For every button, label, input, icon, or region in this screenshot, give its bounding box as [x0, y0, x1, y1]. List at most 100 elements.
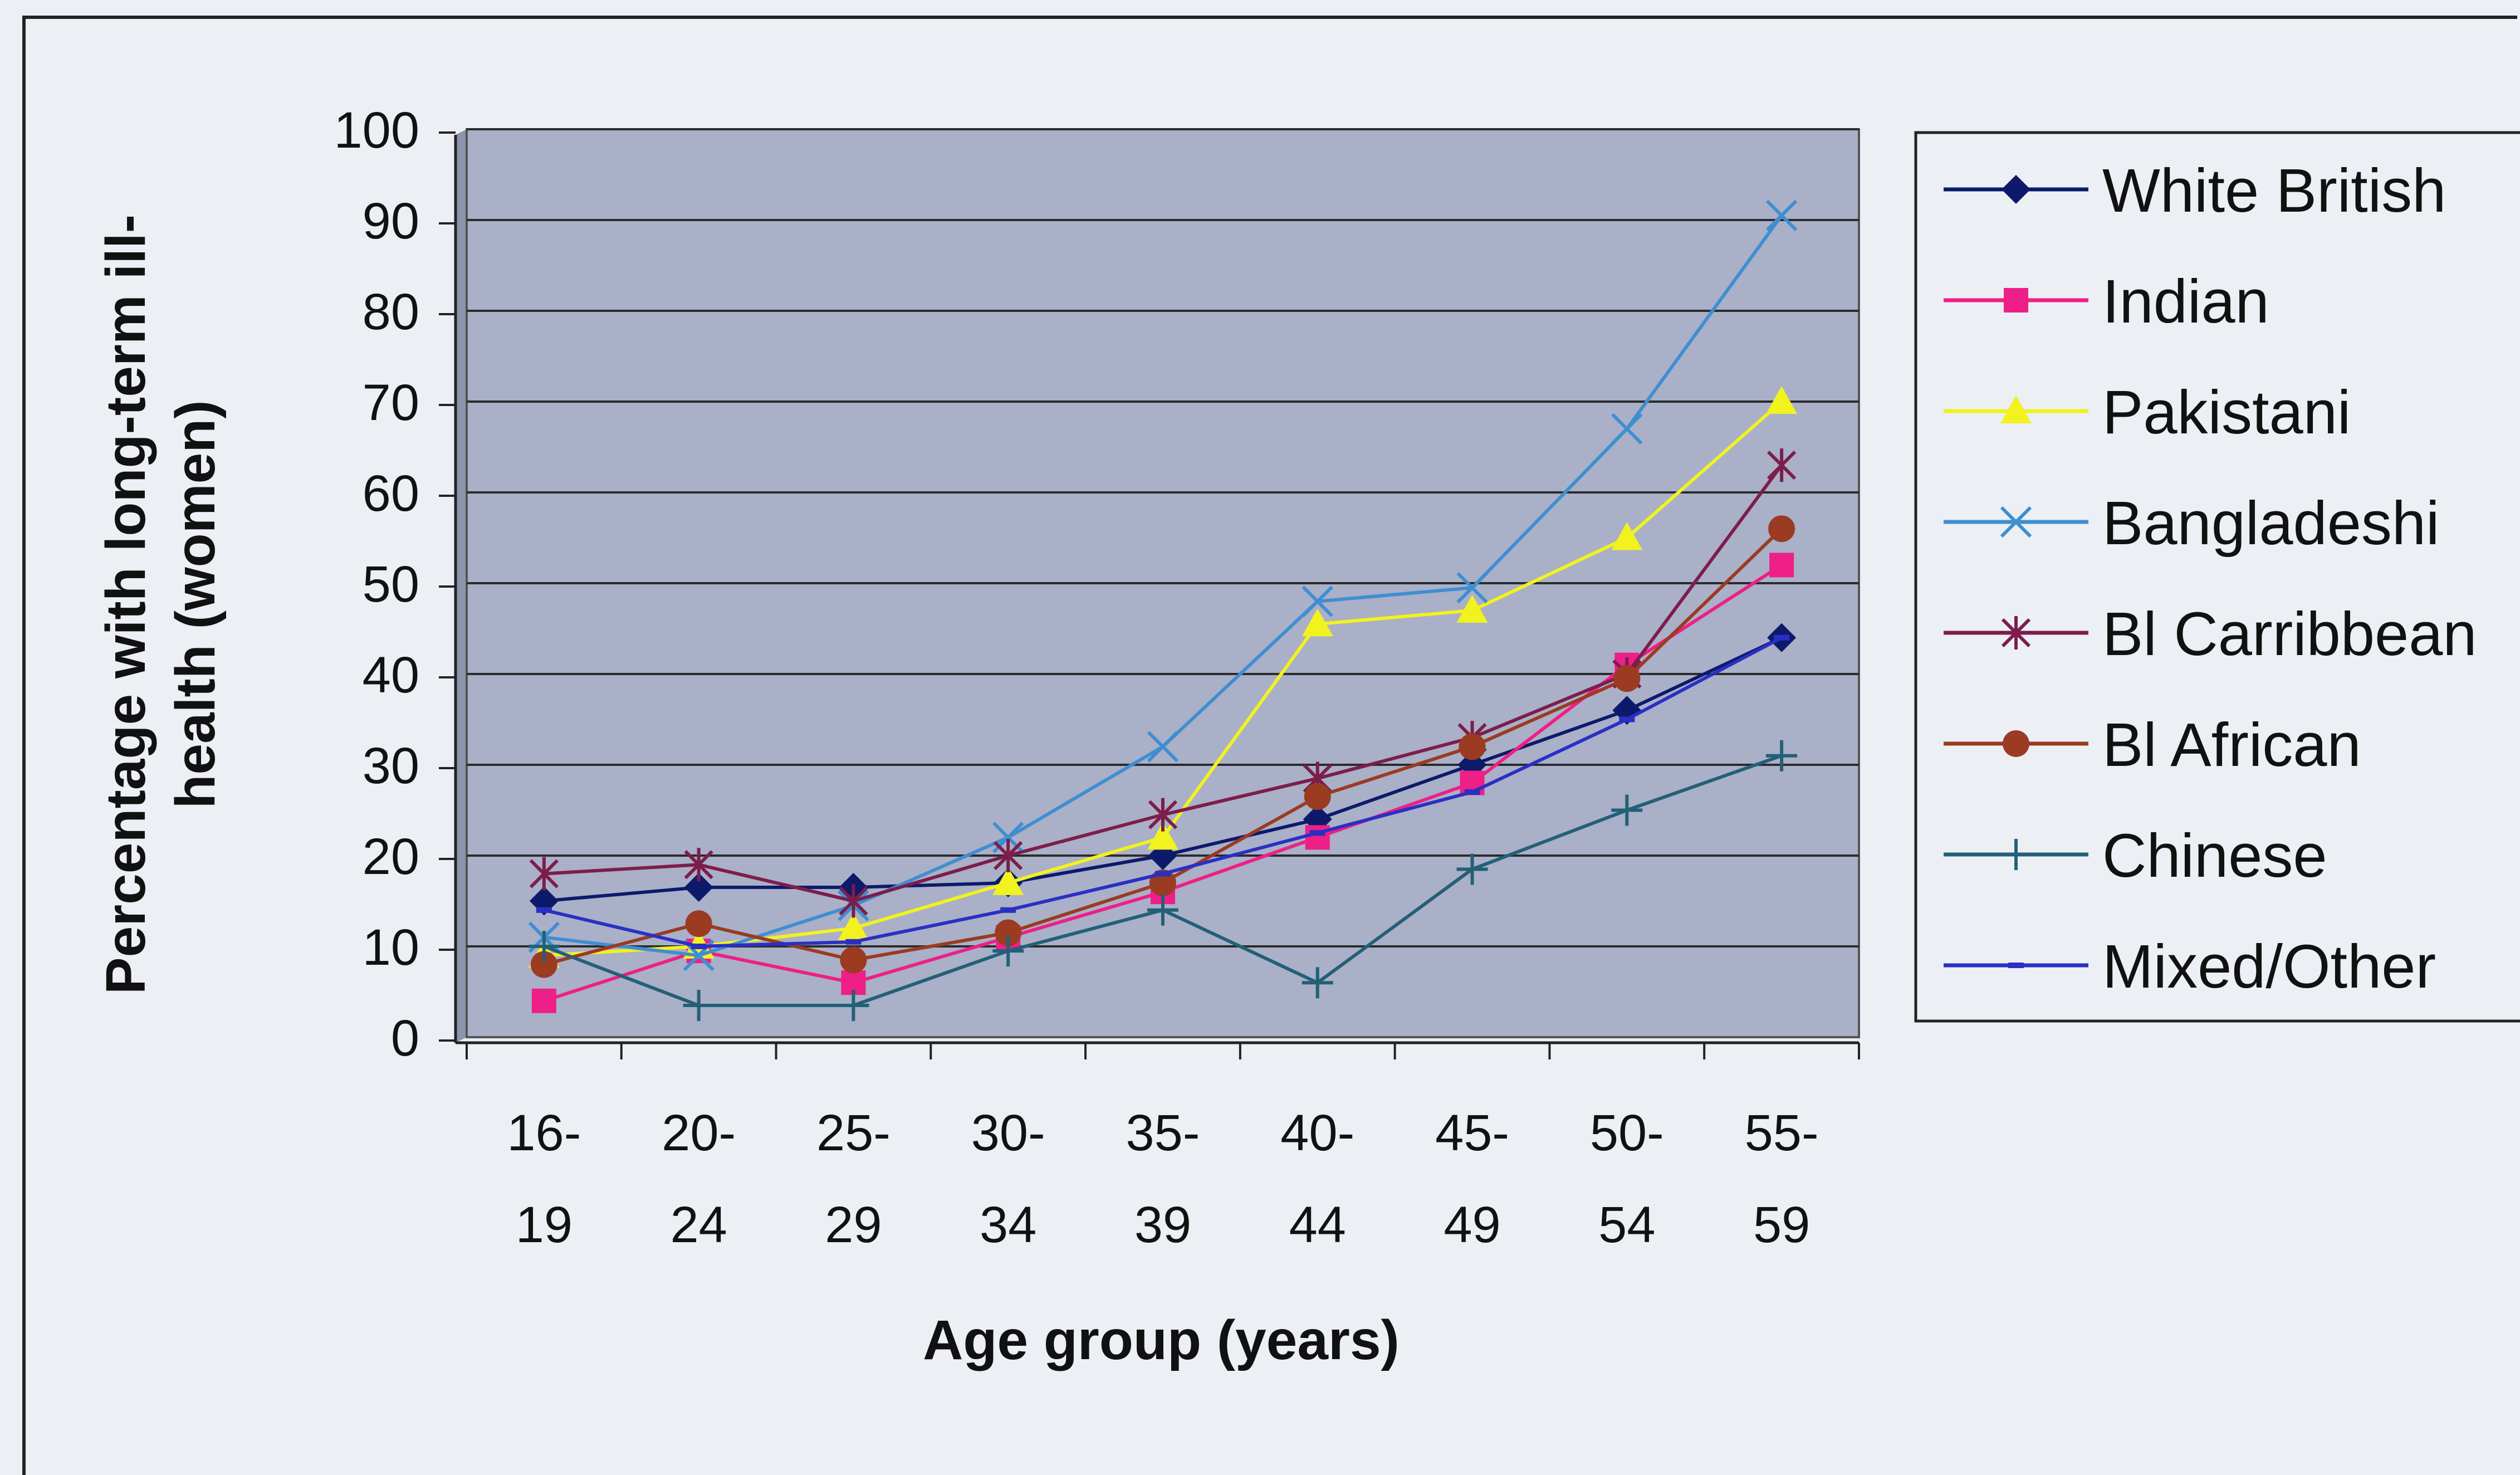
marker-stroke — [1611, 413, 1643, 445]
x-tick-label: 55- — [1745, 1105, 1819, 1161]
data-point — [1611, 413, 1643, 445]
legend-label: Bl African — [2102, 711, 2361, 779]
x-tick-label: 50- — [1590, 1105, 1664, 1161]
legend-marker — [2004, 288, 2028, 312]
legend-marker — [2000, 506, 2032, 538]
data-point — [684, 873, 713, 902]
data-point — [839, 884, 868, 918]
data-point — [1301, 608, 1333, 637]
legend-item-white-british: White British — [1944, 157, 2446, 225]
axes — [439, 131, 1860, 1059]
x-tick-label: 54 — [1598, 1196, 1655, 1253]
y-tick-label: 100 — [334, 102, 420, 159]
x-tick-label: 25- — [816, 1105, 890, 1161]
data-point — [529, 857, 559, 891]
marker-stroke — [1147, 731, 1179, 763]
y-tick-label: 60 — [363, 465, 419, 522]
marker-stroke — [1456, 572, 1488, 604]
y-tick-label: 70 — [363, 374, 419, 431]
y-tick-label: 20 — [363, 828, 419, 885]
data-point — [992, 935, 1024, 967]
legend-label: Indian — [2102, 267, 2269, 336]
data-point — [838, 912, 869, 941]
x-axis-title: Age group (years) — [923, 1309, 1400, 1371]
legend-marker — [2000, 395, 2032, 423]
data-point — [1147, 822, 1178, 850]
x-tick-label: 16- — [507, 1105, 581, 1161]
legend-marker — [2003, 730, 2029, 757]
legend-label: Chinese — [2102, 822, 2327, 890]
y-axis-title-group: Percentage with long-term ill- health (w… — [95, 214, 227, 994]
data-point — [1464, 789, 1480, 795]
x-tick-label: 49 — [1444, 1196, 1500, 1253]
data-point — [1766, 386, 1798, 414]
data-point — [838, 989, 869, 1021]
marker-stroke — [2000, 506, 2032, 538]
data-point — [1305, 825, 1330, 850]
data-point — [691, 944, 707, 949]
data-point — [531, 988, 556, 1013]
data-point — [1301, 585, 1333, 617]
data-point — [1304, 783, 1331, 810]
legend-box — [1914, 131, 2520, 1023]
data-point — [994, 839, 1023, 872]
x-tick-label: 30- — [971, 1105, 1045, 1161]
data-point — [1147, 894, 1178, 926]
data-point — [992, 867, 1024, 895]
data-point — [845, 939, 862, 945]
data-point — [1768, 515, 1795, 543]
x-tick-label: 39 — [1134, 1196, 1191, 1253]
legend-label: White British — [2102, 157, 2446, 225]
chart-frame — [22, 16, 2517, 1475]
x-tick-label: 59 — [1753, 1196, 1810, 1253]
legend-marker — [2008, 963, 2024, 968]
data-point — [995, 919, 1022, 946]
marker-stroke — [1765, 199, 1798, 231]
data-point — [1459, 733, 1486, 760]
legend-marker — [2001, 616, 2031, 649]
data-point — [1611, 522, 1643, 550]
legend-item-bl-carribbean: Bl Carribbean — [1944, 600, 2477, 668]
data-point — [1613, 665, 1641, 692]
data-point — [1155, 871, 1171, 877]
data-point — [1765, 199, 1798, 231]
y-tick-label: 80 — [363, 284, 419, 340]
legend-label: Bangladeshi — [2102, 489, 2439, 558]
data-point — [684, 848, 713, 882]
data-point — [1301, 967, 1333, 999]
data-point — [1000, 907, 1016, 913]
marker-stroke — [1301, 585, 1333, 617]
data-point — [1774, 634, 1790, 641]
legend-item-chinese: Chinese — [1944, 822, 2327, 890]
legend-marker — [2000, 839, 2032, 870]
data-point — [1769, 553, 1794, 578]
data-point — [1456, 853, 1488, 885]
data-point — [840, 946, 867, 974]
data-point — [1611, 794, 1643, 826]
x-tick-label: 40- — [1280, 1105, 1354, 1161]
plot-side-wall — [456, 129, 467, 1043]
data-point — [1766, 740, 1798, 771]
legend-item-pakistani: Pakistani — [1944, 378, 2351, 447]
legend-item-indian: Indian — [1944, 267, 2269, 336]
data-point — [1309, 830, 1325, 836]
plot-area — [456, 128, 1860, 1043]
data-point — [685, 910, 712, 937]
y-axis-title-line-1: Percentage with long-term ill- — [95, 214, 157, 994]
x-tick-label: 29 — [825, 1196, 882, 1253]
x-tick-label: 19 — [516, 1196, 572, 1253]
x-tick-label: 35- — [1126, 1105, 1200, 1161]
legend-item-bl-african: Bl African — [1944, 711, 2361, 779]
x-tick-label: 45- — [1435, 1105, 1509, 1161]
y-tick-label: 30 — [363, 737, 419, 794]
data-point — [1619, 716, 1635, 722]
data-point — [1456, 594, 1488, 623]
x-tick-label: 44 — [1289, 1196, 1346, 1253]
legend-item-mixed-other: Mixed/Other — [1944, 932, 2436, 1001]
data-point — [683, 989, 715, 1021]
y-tick-label: 90 — [363, 193, 419, 250]
legend-label: Pakistani — [2102, 378, 2351, 447]
tick-labels: 0 10 20 30 40 50 60 70 80 90 100 16- 19 20- 24 25- 29 30-… — [334, 102, 1819, 1253]
series-lines — [528, 199, 1798, 1021]
